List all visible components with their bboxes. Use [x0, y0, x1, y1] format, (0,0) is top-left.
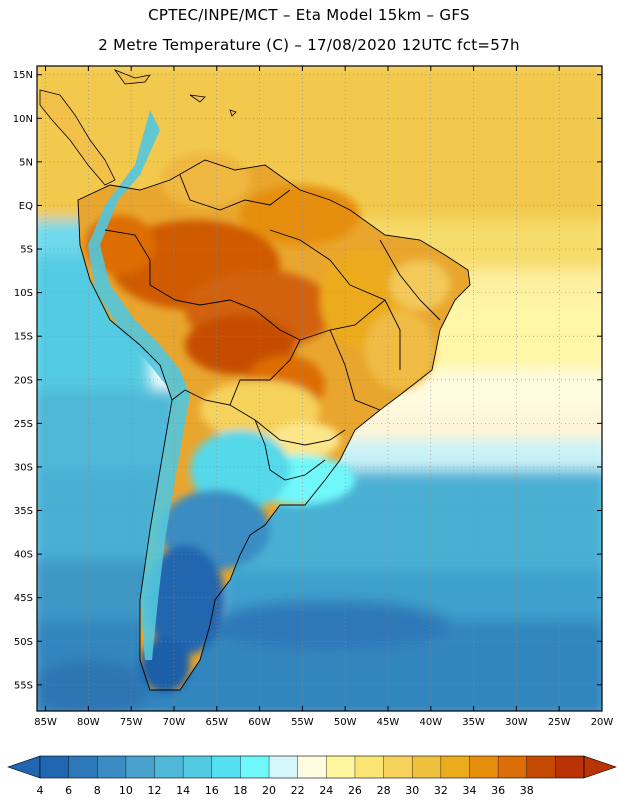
lon-tick-label: 85W: [34, 717, 57, 728]
colorbar-segment: [326, 756, 356, 778]
colorbar-label: 6: [65, 784, 72, 797]
lat-tick-label: 30S: [14, 462, 33, 473]
lat-tick-label: 25S: [14, 419, 33, 430]
colorbar-label: 16: [205, 784, 219, 797]
lat-tick-label: EQ: [19, 201, 33, 212]
colorbar-segment: [211, 756, 241, 778]
lat-tick-label: 10N: [13, 114, 33, 125]
colorbar-right-arrow: [583, 755, 617, 779]
central-america-land: [39, 89, 116, 186]
map-title-line-1: CPTEC/INPE/MCT – Eta Model 15km – GFS: [148, 6, 470, 24]
lat-tick-label: 55S: [14, 680, 33, 691]
lat-tick-label: 20S: [14, 375, 33, 386]
colorbar-label: 8: [94, 784, 101, 797]
colorbar-segment: [440, 756, 470, 778]
lon-tick-label: 45W: [377, 717, 400, 728]
latitude-axis: 15N 10N 5N EQ 5S 10S 15S 20S 25S 30S 35S 40S 45S 50S 5…: [13, 70, 602, 691]
lon-tick-label: 30W: [505, 717, 528, 728]
colorbar-left-arrow: [7, 755, 41, 779]
colorbar-label: 22: [291, 784, 305, 797]
colorbar-segment: [498, 756, 528, 778]
lat-tick-label: 15N: [13, 70, 33, 81]
lat-tick-label: 50S: [14, 637, 33, 648]
colorbar-segment: [68, 756, 98, 778]
lon-tick-label: 20W: [591, 717, 614, 728]
lat-tick-label: 35S: [14, 506, 33, 517]
lon-tick-label: 75W: [120, 717, 143, 728]
colorbar-label: 12: [148, 784, 162, 797]
colorbar-border: [39, 755, 585, 779]
colorbar-segment: [412, 756, 442, 778]
colorbar-segment: [269, 756, 299, 778]
map-area: [37, 66, 602, 711]
lon-tick-label: 60W: [248, 717, 271, 728]
lat-tick-label: 5S: [20, 245, 33, 256]
andes-cold-strip: [88, 110, 190, 660]
temperature-colorbar: 4 6 8 10 12 14 16 18 20 22 24 26 28 30 32 34 36 38: [7, 755, 617, 797]
colorbar-label: 30: [405, 784, 419, 797]
lon-tick-label: 40W: [419, 717, 442, 728]
colorbar-label: 24: [319, 784, 333, 797]
colorbar-label: 4: [37, 784, 44, 797]
country-borders: [77, 159, 471, 691]
colorbar-label: 32: [434, 784, 448, 797]
lat-tick-label: 15S: [14, 332, 33, 343]
colorbar-label: 18: [233, 784, 247, 797]
colorbar-segment: [297, 756, 327, 778]
colorbar-segment: [469, 756, 499, 778]
map-frame: [36, 65, 603, 712]
lat-tick-label: 5N: [19, 157, 33, 168]
colorbar-segment: [154, 756, 184, 778]
map-title-line-2: 2 Metre Temperature (C) – 17/08/2020 12U…: [98, 36, 520, 54]
colorbar-label: 28: [377, 784, 391, 797]
colorbar-segment: [97, 756, 127, 778]
lat-tick-label: 10S: [14, 288, 33, 299]
colorbar-segment: [240, 756, 270, 778]
colorbar-segment: [526, 756, 556, 778]
colorbar-label: 20: [262, 784, 276, 797]
colorbar-segment: [183, 756, 213, 778]
colorbar-segment: [125, 756, 156, 778]
colorbar-label: 10: [119, 784, 133, 797]
colorbar-segment: [383, 756, 413, 778]
lon-tick-label: 25W: [548, 717, 571, 728]
lon-tick-label: 55W: [291, 717, 314, 728]
lon-tick-label: 80W: [77, 717, 100, 728]
caribbean-islands: [113, 69, 237, 117]
colorbar-segment: [40, 756, 70, 778]
colorbar-label: 36: [491, 784, 505, 797]
longitude-axis: 85W 80W 75W 70W 65W 60W 55W 50W 45W 40W 35W 30W 25W 2…: [34, 66, 613, 728]
lon-tick-label: 35W: [462, 717, 485, 728]
colorbar-label: 14: [176, 784, 190, 797]
colorbar-label: 34: [462, 784, 476, 797]
colorbar-segment: [354, 756, 385, 778]
colorbar-label: 26: [348, 784, 362, 797]
lat-tick-label: 40S: [14, 550, 33, 561]
colorbar-label: 38: [520, 784, 534, 797]
lon-tick-label: 70W: [163, 717, 186, 728]
lon-tick-label: 65W: [205, 717, 228, 728]
lon-tick-label: 50W: [334, 717, 357, 728]
lat-tick-label: 45S: [14, 593, 33, 604]
colorbar-segment: [555, 756, 585, 778]
